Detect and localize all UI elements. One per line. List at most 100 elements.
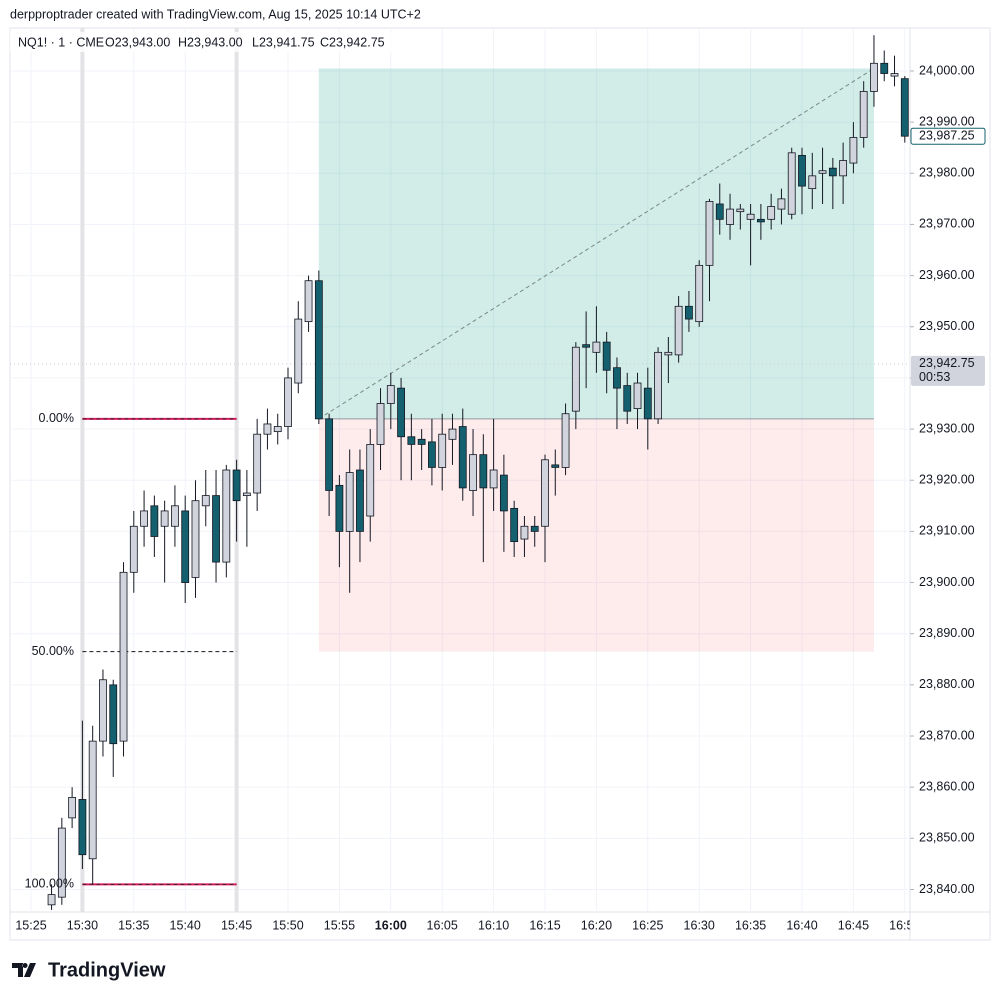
brand-name: TradingView [48, 959, 166, 981]
y-tick-label: 23,990.00 [919, 114, 975, 128]
candle-body [335, 484, 344, 532]
candle-body [129, 525, 138, 573]
candle-body [191, 500, 200, 578]
candle-body [633, 382, 642, 410]
candle-body [736, 208, 745, 213]
logo-mark [12, 963, 36, 977]
candle-body [356, 469, 364, 532]
time-axis: 15:25 15:30 15:35 15:40 15:45 15:50 15:55 16:00… [15, 918, 920, 932]
candle-body [212, 495, 220, 563]
candle-body [469, 454, 477, 491]
candle-body [890, 73, 899, 77]
legend-bg [10, 32, 400, 52]
candle-body [68, 797, 77, 819]
candle-body [756, 218, 765, 223]
candle-body [242, 492, 251, 496]
candle-body [828, 167, 837, 177]
candle-body [489, 469, 498, 489]
candle-body [870, 62, 878, 92]
x-tick-label: 15:25 [15, 918, 46, 932]
candle-body [407, 436, 416, 445]
candle-body [839, 160, 848, 177]
grid [10, 28, 910, 912]
candle-body [140, 510, 148, 527]
candle-body [715, 203, 724, 220]
legend-low: L23,941.75 [252, 35, 315, 49]
candle-body [592, 341, 601, 353]
candle-body [428, 441, 436, 468]
candle-body [222, 469, 231, 563]
legend-close: C23,942.75 [320, 35, 385, 49]
y-tick-label: 23,860.00 [919, 779, 975, 793]
y-tick-label: 24,000.00 [919, 63, 975, 77]
y-tick-label: 23,950.00 [919, 319, 975, 333]
axes: 23,840.00 23,850.00 23,860.00 23,870.00 23,8… [910, 63, 986, 896]
loss-zone [318, 418, 874, 652]
x-tick-label: 16:15 [529, 918, 560, 932]
candle-body [726, 208, 734, 225]
candle-body [253, 433, 262, 494]
candle-body [397, 387, 405, 438]
candle-body [777, 198, 786, 210]
candle-body [808, 175, 817, 190]
candle-body [685, 305, 693, 320]
frame [9, 27, 991, 941]
candle-body [880, 62, 889, 74]
y-tick-label: 23,900.00 [919, 575, 975, 589]
x-tick-label: 16:30 [684, 918, 715, 932]
x-tick-label: 16:45 [838, 918, 869, 932]
legend-symbol: NQ1! · 1 · CME [18, 35, 104, 49]
x-tick-label: 16:50 [889, 918, 920, 932]
legend-open: O23,943.00 [105, 35, 170, 49]
candle-body [582, 344, 591, 348]
y-tick-label: 23,890.00 [919, 626, 975, 640]
x-tick-label: 16:20 [581, 918, 612, 932]
candle-body [304, 280, 313, 323]
candle-body [119, 571, 128, 742]
x-tick-label: 16:40 [786, 918, 817, 932]
candle-body [325, 418, 334, 491]
x-tick-label: 16:25 [632, 918, 663, 932]
candle-body [623, 385, 632, 412]
candle-body [520, 525, 529, 540]
candle-body [376, 403, 385, 445]
candle-body [273, 426, 282, 433]
candle-body [160, 510, 169, 527]
y-tick-label: 23,980.00 [919, 166, 975, 180]
candle-body [510, 507, 519, 543]
last-price-label: 23,987.25 [919, 128, 975, 142]
candle-body [458, 426, 467, 489]
countdown-label: 00:53 [919, 370, 950, 384]
candle-body [150, 505, 159, 537]
y-tick-label: 23,850.00 [919, 831, 975, 845]
candle-body [571, 346, 580, 412]
candle-body [541, 459, 549, 527]
candle-body [479, 454, 488, 489]
candle-body [551, 464, 560, 468]
candle-body [900, 78, 909, 137]
fib-label: 50.00% [32, 644, 74, 658]
x-tick-label: 16:05 [427, 918, 458, 932]
candle-body [171, 505, 179, 527]
x-tick-label: 16:00 [375, 918, 407, 932]
candle-body [181, 510, 190, 583]
legend-high: H23,943.00 [178, 35, 243, 49]
candle-body [705, 201, 714, 266]
candle-body [746, 213, 755, 220]
x-tick-label: 15:55 [324, 918, 355, 932]
chart-title: derpproptrader created with TradingView.… [10, 7, 421, 21]
candle-body [78, 799, 87, 856]
candle-body [438, 433, 447, 468]
y-tick-label: 23,910.00 [919, 524, 975, 538]
candle-body [643, 387, 652, 420]
candle-body [345, 472, 354, 532]
x-tick-label: 15:35 [118, 918, 149, 932]
candle-body [859, 91, 868, 138]
candle-body [109, 684, 118, 745]
candle-body [47, 894, 56, 906]
y-tick-label: 23,920.00 [919, 473, 975, 487]
candle-body [530, 525, 539, 532]
last-price-box [910, 127, 986, 145]
